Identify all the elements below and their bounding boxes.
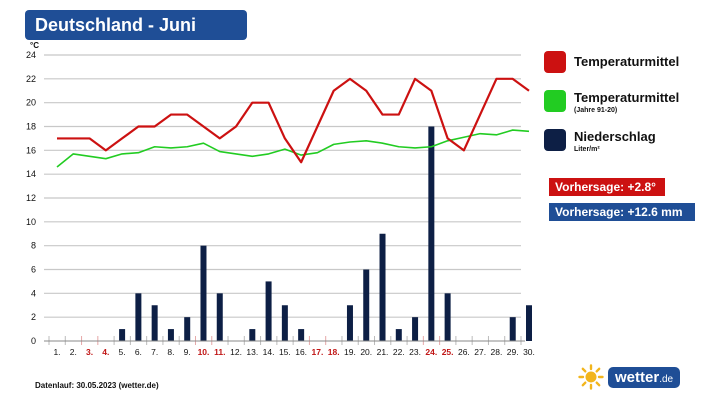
y-tick-label: 4 bbox=[31, 288, 36, 298]
precipitation-bar bbox=[167, 329, 174, 341]
precipitation-bar bbox=[346, 305, 353, 341]
x-tick-label: 6. bbox=[135, 347, 142, 357]
x-tick-label: 18. bbox=[328, 347, 340, 357]
x-tick-label: 30. bbox=[523, 347, 535, 357]
y-tick-label: 20 bbox=[26, 98, 36, 108]
x-tick-label: 11. bbox=[214, 347, 225, 357]
y-tick-label: 14 bbox=[26, 169, 36, 179]
x-tick-label: 27. bbox=[474, 347, 486, 357]
x-tick-label: 24. bbox=[425, 347, 437, 357]
x-tick-label: 22. bbox=[393, 347, 405, 357]
precipitation-bar bbox=[281, 305, 288, 341]
x-tick-label: 20. bbox=[360, 347, 372, 357]
logo-tld: .de bbox=[659, 373, 674, 385]
x-tick-label: 3. bbox=[86, 347, 93, 357]
x-tick-label: 25. bbox=[442, 347, 454, 357]
y-tick-label: 22 bbox=[26, 74, 36, 84]
precipitation-bar bbox=[526, 305, 532, 341]
precipitation-bar bbox=[184, 317, 191, 341]
temperature-line bbox=[57, 77, 530, 164]
page-title: Deutschland - Juni bbox=[25, 10, 247, 40]
precipitation-bar bbox=[428, 126, 435, 341]
forecast-temperature-badge: Vorhersage: +2.8° bbox=[549, 178, 665, 196]
precipitation-bar bbox=[249, 329, 256, 341]
wetter-logo: wetter.de bbox=[578, 364, 681, 390]
precipitation-bar bbox=[298, 329, 305, 341]
sun-icon bbox=[578, 364, 604, 390]
legend-sub-temperature-avg: (Jahre 91-20) bbox=[574, 107, 618, 114]
y-tick-label: 6 bbox=[31, 265, 36, 275]
x-tick-label: 17. bbox=[311, 347, 323, 357]
y-tick-label: 12 bbox=[26, 193, 36, 203]
legend-swatch-temperature-avg bbox=[544, 90, 566, 112]
x-tick-label: 7. bbox=[151, 347, 158, 357]
x-tick-label: 4. bbox=[102, 347, 109, 357]
y-tick-label: 18 bbox=[26, 122, 36, 132]
x-tick-label: 23. bbox=[409, 347, 421, 357]
data-run-footer: Datenlauf: 30.05.2023 (wetter.de) bbox=[35, 381, 159, 390]
forecast-precipitation-badge: Vorhersage: +12.6 mm bbox=[549, 203, 695, 221]
legend-item-temperature: Temperaturmittel bbox=[544, 51, 679, 73]
x-tick-label: 16. bbox=[295, 347, 307, 357]
legend-label-precipitation: Niederschlag bbox=[574, 129, 656, 144]
precipitation-bar bbox=[135, 293, 142, 341]
y-tick-label: 10 bbox=[26, 217, 36, 227]
x-tick-label: 10. bbox=[198, 347, 210, 357]
precipitation-bar bbox=[265, 281, 272, 341]
precipitation-bar bbox=[119, 329, 126, 341]
y-tick-label: 0 bbox=[31, 336, 36, 346]
precipitation-bar bbox=[395, 329, 402, 341]
legend-label-temperature-avg: Temperaturmittel bbox=[574, 90, 680, 105]
x-tick-label: 5. bbox=[119, 347, 126, 357]
precipitation-bar bbox=[444, 293, 451, 341]
y-tick-label: 8 bbox=[31, 241, 36, 251]
y-tick-label: 2 bbox=[31, 312, 36, 322]
precipitation-bar bbox=[151, 305, 158, 341]
logo-wordmark: wetter.de bbox=[608, 366, 681, 388]
y-tick-label: 24 bbox=[26, 50, 36, 60]
x-tick-label: 29. bbox=[507, 347, 519, 357]
x-tick-label: 21. bbox=[377, 347, 389, 357]
legend-label-temperature: Temperaturmittel bbox=[574, 54, 680, 69]
x-tick-label: 13. bbox=[246, 347, 258, 357]
legend-item-precipitation: Niederschlag Liter/m² bbox=[544, 129, 656, 155]
precipitation-bar bbox=[216, 293, 223, 341]
precipitation-bar bbox=[412, 317, 419, 341]
precipitation-bar bbox=[379, 233, 386, 341]
y-tick-label: 16 bbox=[26, 145, 36, 155]
x-tick-label: 1. bbox=[53, 347, 60, 357]
x-tick-label: 28. bbox=[491, 347, 503, 357]
precipitation-bar bbox=[363, 269, 370, 341]
legend-swatch-precipitation bbox=[544, 129, 566, 151]
y-axis-unit: °C bbox=[30, 41, 39, 50]
x-tick-label: 19. bbox=[344, 347, 356, 357]
legend-swatch-temperature bbox=[544, 51, 566, 73]
logo-name: wetter bbox=[615, 368, 660, 386]
legend-sub-precipitation: Liter/m² bbox=[574, 146, 600, 153]
x-tick-label: 14. bbox=[263, 347, 275, 357]
x-tick-label: 8. bbox=[167, 347, 174, 357]
x-tick-label: 12. bbox=[230, 347, 242, 357]
x-tick-label: 9. bbox=[184, 347, 191, 357]
legend-item-temperature-avg: Temperaturmittel (Jahre 91-20) bbox=[544, 90, 679, 116]
x-tick-label: 15. bbox=[279, 347, 291, 357]
x-tick-label: 26. bbox=[458, 347, 470, 357]
precipitation-bar bbox=[509, 317, 516, 341]
precipitation-bar bbox=[200, 245, 207, 341]
x-tick-label: 2. bbox=[70, 347, 77, 357]
